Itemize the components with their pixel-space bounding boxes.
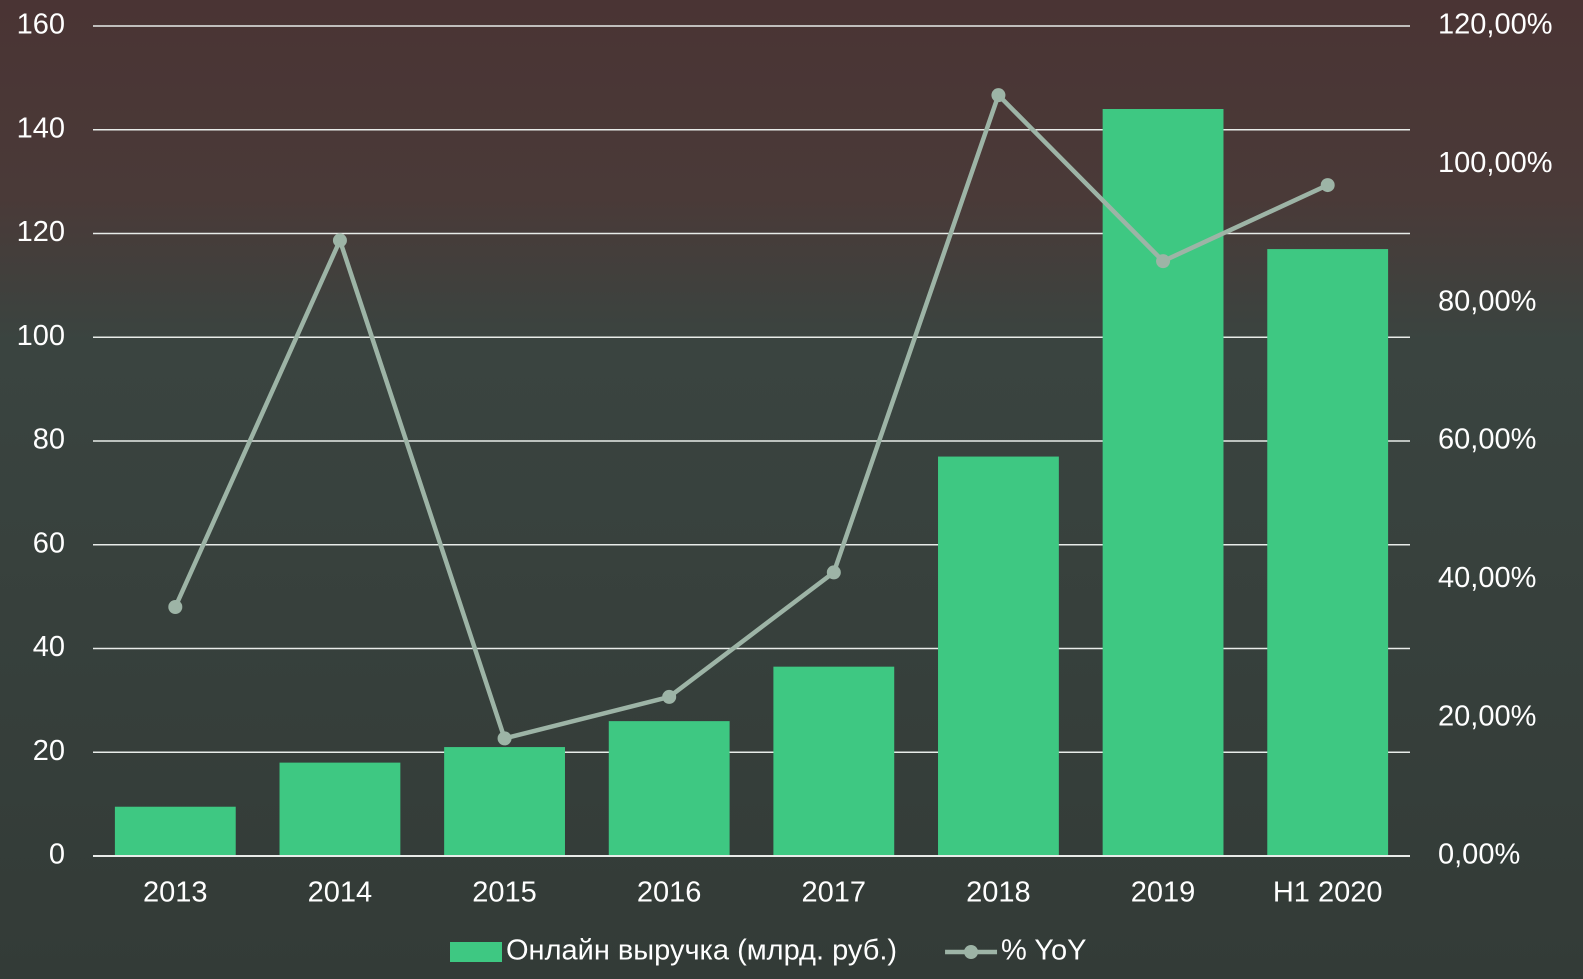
bar bbox=[279, 762, 401, 856]
point bbox=[662, 689, 677, 704]
y-tick-label: 100 bbox=[17, 320, 65, 352]
y2-tick-label: 80,00% bbox=[1438, 285, 1536, 317]
legend-swatch bbox=[450, 942, 502, 962]
bar bbox=[608, 721, 730, 856]
bar bbox=[773, 666, 895, 856]
point bbox=[1320, 178, 1335, 193]
bar bbox=[1102, 109, 1224, 856]
y-tick-label: 20 bbox=[33, 735, 65, 767]
y2-tick-label: 40,00% bbox=[1438, 562, 1536, 594]
y2-tick-label: 100,00% bbox=[1438, 147, 1553, 179]
bar bbox=[938, 456, 1059, 856]
x-tick-label: 2016 bbox=[637, 877, 702, 909]
legend-label: Онлайн выручка (млрд. руб.) bbox=[506, 935, 897, 967]
x-tick-label: 2014 bbox=[308, 877, 373, 909]
point bbox=[826, 565, 841, 580]
x-tick-label: 2017 bbox=[802, 877, 867, 909]
y2-tick-label: 0,00% bbox=[1438, 839, 1520, 871]
bar bbox=[444, 747, 565, 856]
y2-tick-label: 60,00% bbox=[1438, 424, 1536, 456]
x-tick-label: 2018 bbox=[966, 877, 1031, 909]
x-tick-label: 2019 bbox=[1131, 877, 1196, 909]
y-tick-label: 140 bbox=[17, 112, 65, 144]
bar bbox=[1267, 249, 1389, 856]
point bbox=[168, 600, 183, 614]
y2-tick-label: 120,00% bbox=[1438, 9, 1553, 41]
point bbox=[1156, 254, 1171, 269]
point bbox=[332, 233, 347, 248]
y2-tick-label: 20,00% bbox=[1438, 700, 1536, 732]
x-tick-label: H1 2020 bbox=[1273, 877, 1383, 909]
y-tick-label: 160 bbox=[17, 9, 65, 41]
y-tick-label: 60 bbox=[33, 527, 65, 559]
point bbox=[991, 88, 1006, 103]
y-tick-label: 0 bbox=[49, 839, 65, 871]
legend-swatch bbox=[964, 945, 979, 959]
y-tick-label: 80 bbox=[33, 424, 65, 456]
x-tick-label: 2015 bbox=[472, 877, 537, 909]
y-tick-label: 120 bbox=[17, 216, 65, 248]
y-tick-label: 40 bbox=[33, 631, 65, 663]
point bbox=[497, 731, 512, 746]
x-tick-label: 2013 bbox=[143, 877, 208, 909]
legend-label: % YoY bbox=[1001, 935, 1086, 967]
line bbox=[173, 91, 1329, 742]
bar bbox=[114, 806, 236, 856]
